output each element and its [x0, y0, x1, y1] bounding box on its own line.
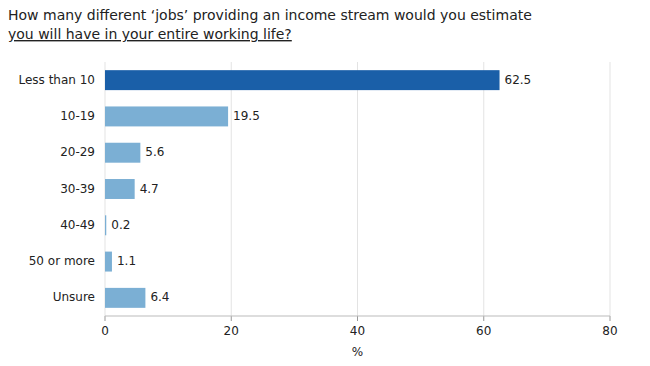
grid-line — [231, 62, 232, 316]
chart-svg: How many different ‘jobs’ providing an i… — [0, 0, 650, 366]
bar — [105, 252, 112, 272]
data-label: 62.5 — [505, 73, 532, 87]
tick-label: 20 — [224, 324, 239, 338]
grid-line — [610, 62, 611, 316]
tick-label: 60 — [476, 324, 491, 338]
x-axis-label: % — [352, 345, 363, 359]
tick-mark — [105, 316, 106, 321]
tick-mark — [357, 316, 358, 321]
tick-label: 40 — [350, 324, 365, 338]
category-label: 50 or more — [29, 254, 95, 268]
data-label: 19.5 — [233, 109, 260, 123]
tick-mark — [231, 316, 232, 321]
category-label: Less than 10 — [18, 73, 95, 87]
category-label: 30-39 — [60, 182, 95, 196]
grid — [105, 62, 610, 316]
bar — [105, 70, 500, 90]
subtitle: you will have in your entire working lif… — [8, 26, 292, 42]
chart-container: How many different ‘jobs’ providing an i… — [0, 0, 650, 366]
bars — [105, 70, 500, 308]
bar — [105, 143, 140, 163]
category-label: 10-19 — [60, 109, 95, 123]
title: How many different ‘jobs’ providing an i… — [8, 7, 532, 23]
tick-mark — [610, 316, 611, 321]
bar — [105, 179, 135, 199]
tick-label: 80 — [602, 324, 617, 338]
bar — [105, 106, 228, 126]
category-label: Unsure — [53, 290, 95, 304]
bar — [105, 215, 106, 235]
data-label: 6.4 — [150, 290, 169, 304]
grid-line — [357, 62, 358, 316]
category-label: 20-29 — [60, 145, 95, 159]
grid-line — [483, 62, 484, 316]
data-label: 0.2 — [111, 218, 130, 232]
tick-mark — [483, 316, 484, 321]
category-label: 40-49 — [60, 218, 95, 232]
data-label: 1.1 — [117, 254, 136, 268]
data-label: 4.7 — [140, 182, 159, 196]
bar — [105, 288, 145, 308]
x-axis-line — [105, 316, 610, 317]
tick-label: 0 — [101, 324, 109, 338]
data-label: 5.6 — [145, 145, 164, 159]
